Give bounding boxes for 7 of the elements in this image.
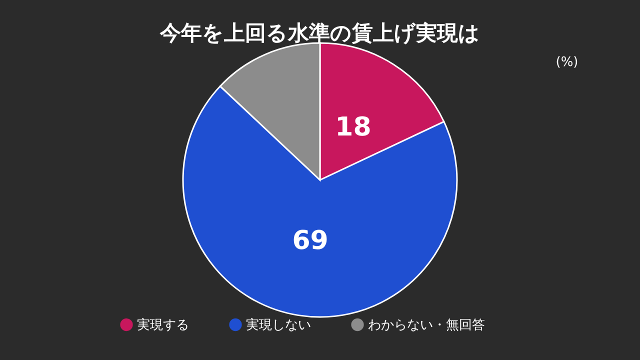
text: (%): [556, 55, 578, 70]
legend-label: 実現しない: [246, 316, 311, 333]
legend-label: わからない・無回答: [368, 318, 485, 333]
chart-title: 今年を上回る水準の賃上げ実現は: [159, 21, 480, 45]
legend-label: 実現する: [137, 316, 189, 333]
data-label: 18: [335, 112, 372, 143]
data-label: 69: [292, 226, 328, 256]
